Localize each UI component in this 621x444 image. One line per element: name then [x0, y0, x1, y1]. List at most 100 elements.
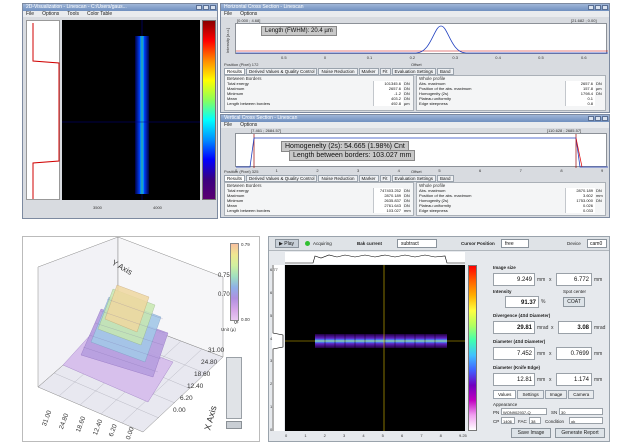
- results-panel: Image size 9.249 mm x 6.772 mm Intensity…: [491, 253, 609, 441]
- 2d-image-canvas[interactable]: [62, 20, 200, 200]
- row-label: Abs. maximum: [419, 81, 446, 86]
- sn-field[interactable]: 30: [559, 408, 603, 415]
- row-label: Homogenity (2s): [419, 91, 449, 96]
- beam-image-canvas[interactable]: [285, 265, 465, 431]
- bg-select[interactable]: subtract: [397, 239, 437, 248]
- row-unit: [595, 208, 605, 213]
- close-icon[interactable]: [602, 116, 608, 121]
- cursor-select[interactable]: free: [501, 239, 529, 248]
- v-tab-fit[interactable]: Fit: [379, 175, 391, 182]
- spot-center-label: Spot center: [563, 289, 587, 294]
- row-unit: µm: [404, 101, 410, 106]
- image-y-tick: 2: [270, 381, 273, 387]
- table-row: Homogenity (2s) 1798.4 DN: [417, 91, 605, 96]
- divergence-y-value: 3.08: [558, 321, 592, 334]
- h-tab-band[interactable]: Band: [437, 68, 454, 75]
- acquiring-indicator-icon: [305, 241, 310, 246]
- menu-color-table[interactable]: Color Table: [86, 11, 113, 17]
- h-profile-curve: [236, 25, 608, 54]
- close-icon[interactable]: [602, 5, 608, 10]
- length-annotation: Length between borders: 103.027 mm: [289, 150, 416, 161]
- row-unit: µm: [596, 86, 602, 91]
- row-label: Maximum: [227, 86, 245, 91]
- v-offset-label: Offset: [411, 169, 422, 174]
- app-tab-settings[interactable]: Settings: [517, 390, 544, 399]
- acquiring-label: Acquiring: [313, 241, 332, 246]
- app-tab-camera[interactable]: Camera: [568, 390, 595, 399]
- h-window-menubar: File Options: [221, 11, 609, 17]
- v-whole-profile-table: Whole profile Abs. maximum 2870.189 DN Posit…: [416, 182, 606, 216]
- fac-field[interactable]: 38: [529, 417, 541, 424]
- table-row: Edge steepness 0.8: [417, 101, 605, 106]
- maximize-icon[interactable]: [595, 116, 601, 121]
- table-row: Length between borders 103.027 mm: [225, 208, 413, 213]
- table-row: Abs. maximum 2870.189 DN: [417, 188, 605, 193]
- v-tab-noise-reduction[interactable]: Noise Reduction: [318, 175, 358, 182]
- v-tab-marker[interactable]: Marker: [358, 175, 379, 182]
- h-tab-noise-reduction[interactable]: Noise Reduction: [318, 68, 358, 75]
- h-tab-fit[interactable]: Fit: [379, 68, 391, 75]
- v-range-left: [7.461 ; 2684.57]: [251, 128, 282, 133]
- v-tab-band[interactable]: Band: [437, 175, 454, 182]
- 3d-rotate-button[interactable]: [226, 421, 242, 429]
- image-x-tick: 2: [323, 433, 326, 438]
- image-x-tick: 6: [401, 433, 404, 438]
- menu-file[interactable]: File: [26, 11, 35, 17]
- table-row: Maximum 2657.6 DN: [225, 86, 413, 91]
- cp-field[interactable]: 1406: [501, 417, 515, 424]
- cursor-position-label: Cursor Position: [461, 241, 495, 246]
- device-select[interactable]: cam0: [587, 239, 607, 248]
- play-button[interactable]: ▶ Play: [275, 239, 299, 248]
- menu-options[interactable]: Options: [240, 122, 258, 128]
- save-image-button[interactable]: Save Image: [511, 428, 551, 438]
- knife-x-unit: mm: [537, 377, 546, 383]
- h-tab-results[interactable]: Results: [224, 68, 246, 75]
- image-size-label: Image size: [493, 265, 516, 270]
- diameter-y-value: 0.7699: [556, 347, 592, 360]
- 3d-x-tick: 12.40: [187, 383, 204, 390]
- row-label: Minimum: [227, 198, 244, 203]
- v-tab-derived-values-quality-control[interactable]: Derived Values & Quality Control: [246, 175, 318, 182]
- minimize-icon[interactable]: [196, 5, 202, 10]
- h-between-borders-table: Between Borders Total energy 101345.6 DN Max…: [224, 75, 414, 111]
- v-tab-evaluation-settings[interactable]: Evaluation Settings: [391, 175, 437, 182]
- menu-options[interactable]: Options: [240, 11, 258, 17]
- maximize-icon[interactable]: [203, 5, 209, 10]
- h-whole-profile-table: Whole profile Abs. maximum 2657.6 DN Positio…: [416, 75, 606, 111]
- h-x-tick: 0.5: [281, 55, 287, 60]
- h-window-titlebar[interactable]: Horizontal Cross Section - Linescan: [221, 4, 609, 11]
- row-value: 101345.6: [373, 81, 403, 86]
- app-tab-image[interactable]: Image: [544, 390, 568, 399]
- 3d-scroll-control[interactable]: [226, 357, 242, 419]
- 3d-plot-panel[interactable]: 0.70 0.75 Z Axis Y Axis X Axis 0.006.201…: [22, 236, 260, 442]
- image-colorbar: [468, 265, 477, 431]
- spot-center-button[interactable]: COAT: [563, 297, 585, 307]
- knife-y-unit: mm: [594, 377, 603, 383]
- menu-options[interactable]: Options: [42, 11, 60, 17]
- v-tab-results[interactable]: Results: [224, 175, 246, 182]
- minimize-icon[interactable]: [588, 116, 594, 121]
- diameter-x-unit: mm: [537, 351, 546, 357]
- condition-field[interactable]: ok: [569, 417, 603, 424]
- 2d-window-titlebar[interactable]: 2D-Visualization - Linescan - C:/Users/g…: [23, 4, 217, 11]
- app-tab-values[interactable]: Values: [493, 390, 517, 399]
- h-tab-marker[interactable]: Marker: [358, 68, 379, 75]
- pn-label: PN: [493, 410, 500, 415]
- 3d-x-tick: 6.20: [180, 395, 193, 402]
- menu-file[interactable]: File: [224, 11, 233, 17]
- generate-report-button[interactable]: Generate Report: [555, 428, 605, 438]
- menu-tools[interactable]: Tools: [67, 11, 79, 17]
- close-icon[interactable]: [210, 5, 216, 10]
- minimize-icon[interactable]: [588, 5, 594, 10]
- 2d-visualization-window: 2D-Visualization - Linescan - C:/Users/g…: [22, 3, 218, 219]
- knife-x-value: 12.81: [493, 373, 535, 386]
- h-tab-evaluation-settings[interactable]: Evaluation Settings: [391, 68, 437, 75]
- menu-file[interactable]: File: [224, 122, 233, 128]
- row-unit: DN: [404, 193, 410, 198]
- maximize-icon[interactable]: [595, 5, 601, 10]
- h-tab-derived-values-quality-control[interactable]: Derived Values & Quality Control: [246, 68, 318, 75]
- pn-field[interactable]: WON902937-Q: [501, 408, 547, 415]
- v-window-titlebar[interactable]: Vertical Cross Section - Linescan: [221, 115, 609, 122]
- row-label: Plateau uniformity: [419, 96, 452, 101]
- row-value: 157.8: [565, 86, 595, 91]
